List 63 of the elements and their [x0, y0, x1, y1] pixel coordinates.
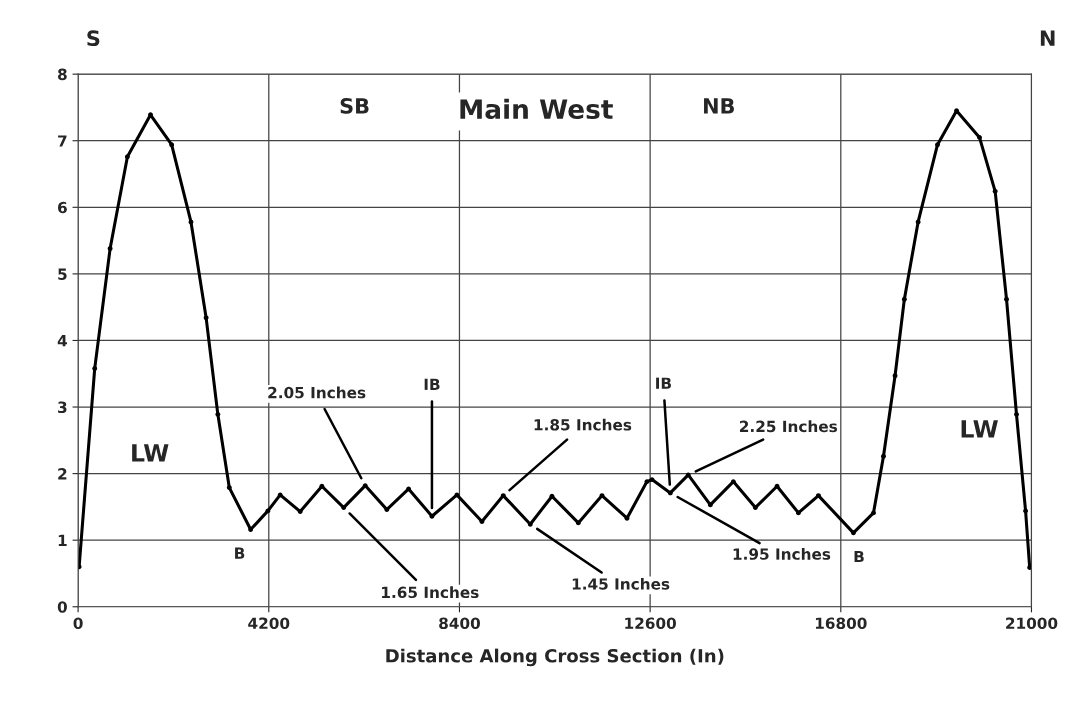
- point: [752, 505, 758, 510]
- annotation: 2.25 Inches: [739, 420, 838, 433]
- annotation: IB: [656, 377, 671, 389]
- point: [429, 513, 435, 519]
- point: [624, 515, 630, 521]
- point: [977, 134, 982, 140]
- point: [226, 485, 232, 491]
- annotation: 1.85 Inches: [534, 418, 632, 431]
- annotation: LW: [132, 444, 169, 462]
- point: [92, 365, 98, 371]
- annotation: IB: [424, 378, 440, 390]
- annotation: 1.45 Inches: [572, 577, 670, 590]
- annotation: 2.05 Inches: [268, 386, 366, 399]
- point: [107, 246, 113, 252]
- point: [892, 373, 898, 379]
- x-tick-label: 21000: [1006, 617, 1058, 630]
- point: [1027, 565, 1032, 570]
- point: [527, 521, 533, 527]
- point: [851, 530, 856, 536]
- y-tick-label: 1: [58, 534, 67, 546]
- y-tick-label: 7: [58, 135, 67, 147]
- annotation: 1.95 Inches: [733, 548, 831, 560]
- point: [901, 296, 907, 302]
- x-axis-title: Distance Along Cross Section (In): [386, 648, 724, 667]
- point: [575, 520, 581, 526]
- x-tick-label: 12600: [625, 617, 676, 630]
- x-tick-label: 8400: [439, 617, 480, 630]
- point: [248, 527, 254, 532]
- annotation: LW: [961, 420, 998, 438]
- text: N: [1040, 30, 1055, 46]
- y-tick-label: 0: [57, 601, 67, 613]
- point: [935, 142, 940, 148]
- point: [1023, 508, 1029, 514]
- x-tick-label: 0: [73, 617, 83, 630]
- y-tick-label: 4: [57, 335, 67, 347]
- x-tick-label: 16800: [815, 617, 867, 630]
- point: [319, 483, 325, 489]
- point: [795, 510, 801, 516]
- point: [384, 507, 390, 512]
- point: [297, 509, 303, 514]
- y-tick-label: 6: [58, 201, 67, 214]
- x-tick-label: 4200: [248, 617, 290, 630]
- point: [774, 483, 780, 489]
- annotation: NB: [704, 98, 734, 114]
- point: [685, 472, 691, 478]
- y-tick-label: 8: [58, 68, 67, 81]
- point: [1014, 411, 1019, 417]
- text: S: [87, 30, 100, 47]
- point: [215, 411, 221, 417]
- point: [341, 505, 347, 510]
- annotation: SB: [340, 97, 369, 114]
- point: [881, 453, 886, 459]
- point: [124, 154, 130, 160]
- point: [169, 142, 175, 148]
- y-tick-label: 2: [58, 468, 67, 480]
- y-tick-label: 3: [58, 401, 67, 414]
- text: Main West: [460, 98, 613, 120]
- y-tick-label: 5: [58, 268, 67, 280]
- point: [992, 188, 998, 194]
- annotation: B: [235, 547, 245, 559]
- annotation: B: [854, 550, 864, 563]
- point: [549, 493, 555, 499]
- annotation: 1.65 Inches: [382, 586, 479, 599]
